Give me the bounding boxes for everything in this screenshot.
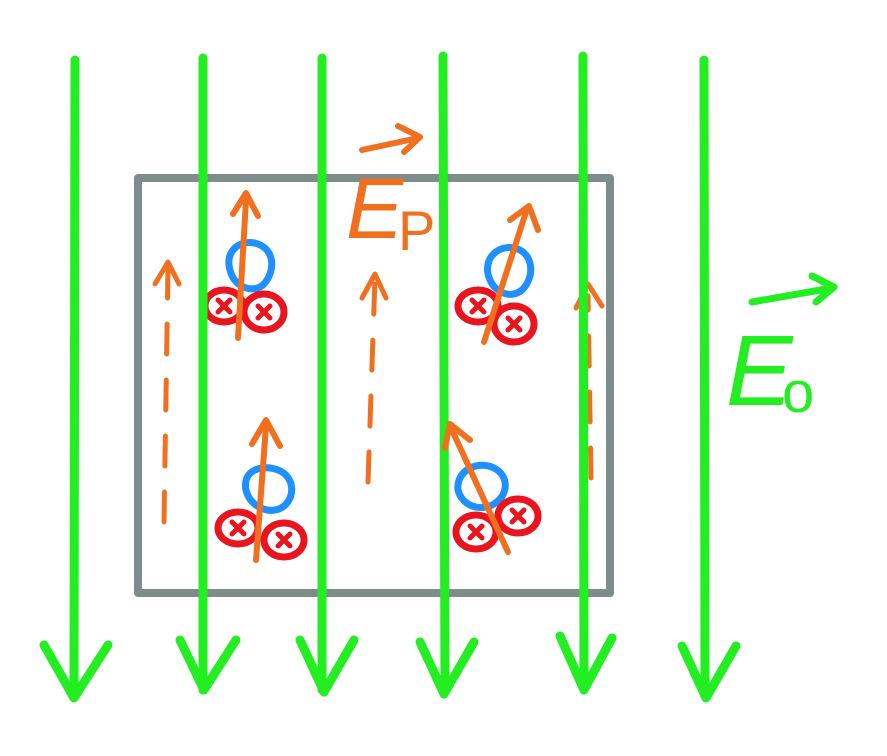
nucleus (214, 508, 262, 548)
up-arrow-icon (359, 271, 389, 301)
up-arrow-icon (230, 190, 261, 219)
external-field-label: E o (726, 272, 838, 427)
external-field-line (175, 53, 241, 695)
down-arrow-icon (555, 631, 617, 695)
down-arrow-icon (677, 641, 741, 703)
up-arrow-icon (249, 417, 283, 449)
induced-dipole-arrows (230, 190, 541, 563)
polarization-field-line (152, 259, 182, 525)
external-field-symbol: E (726, 315, 794, 427)
nucleus (494, 495, 542, 537)
vector-arrow-icon (748, 272, 838, 306)
external-field-line (295, 53, 359, 697)
external-field-lines (39, 51, 741, 703)
vector-arrow-icon (359, 123, 423, 155)
external-field-line (39, 55, 113, 703)
nucleus (260, 519, 308, 561)
up-arrow-icon (152, 259, 182, 287)
molecule (454, 244, 538, 346)
polarization-field-line (359, 271, 389, 485)
external-field-line (415, 51, 479, 699)
electron-cloud (242, 464, 296, 514)
dielectric-box (134, 174, 614, 597)
electron-cloud (225, 239, 276, 293)
down-arrow-icon (175, 635, 241, 695)
nucleus (490, 302, 538, 346)
external-field-line (677, 55, 741, 703)
external-field-line (555, 51, 617, 695)
nucleus (452, 511, 500, 553)
external-field-subscript: o (782, 360, 814, 425)
polarization-field-symbol: E (346, 161, 405, 257)
down-arrow-icon (415, 637, 479, 699)
induced-dipole-arrow (442, 421, 511, 555)
polarization-field-subscript: P (398, 199, 435, 262)
polarization-field-label: E P (346, 123, 435, 262)
down-arrow-icon (39, 640, 113, 703)
induced-dipole-arrow (249, 417, 283, 563)
up-arrow-icon (442, 421, 473, 451)
induced-dipole-arrow (481, 203, 541, 345)
up-arrow-icon (507, 203, 541, 233)
down-arrow-icon (295, 635, 359, 697)
molecule (452, 461, 542, 553)
nucleus (240, 290, 288, 334)
induced-dipole-arrow (230, 190, 261, 341)
